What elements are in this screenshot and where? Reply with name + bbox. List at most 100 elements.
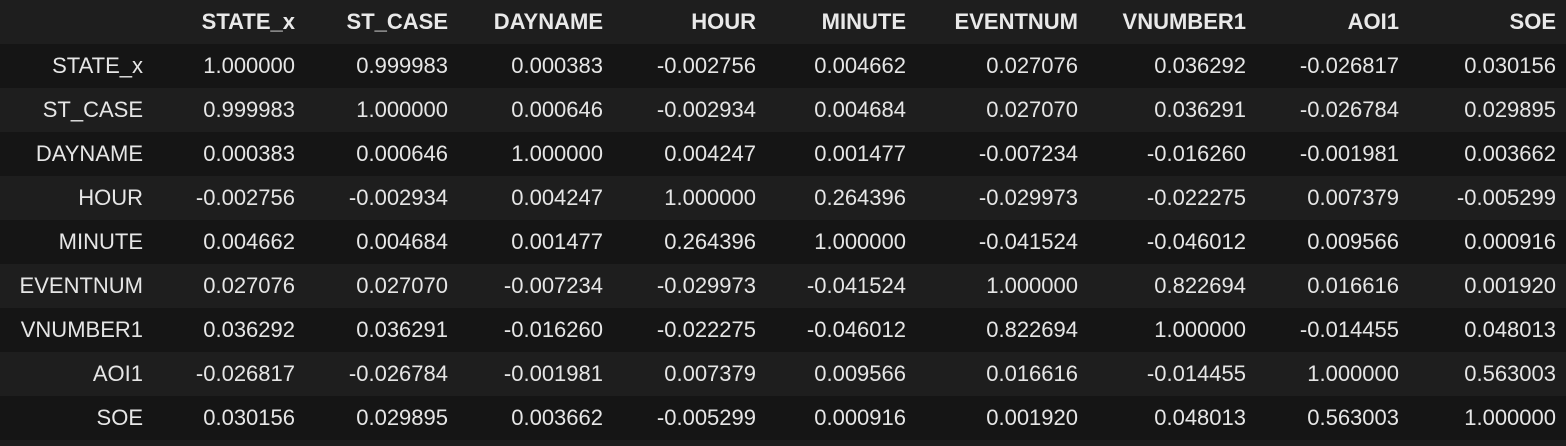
table-cell: 0.003662 [511,405,603,430]
table-cell: 0.048013 [1154,405,1246,430]
table-cell: 0.001920 [1464,273,1556,298]
table-row: DAYNAME 0.000383 0.000646 1.000000 0.004247 0… [0,132,1566,176]
table-cell: -0.029973 [656,273,756,298]
table-cell: -0.029973 [978,185,1078,210]
table-cell: -0.002934 [656,97,756,122]
table-cell: 0.264396 [664,229,756,254]
table-cell: -0.005299 [1456,185,1556,210]
column-header: HOUR [613,0,766,44]
table-cell: 0.000383 [203,141,295,166]
column-header: AOI1 [1256,0,1409,44]
table-cell: 0.001477 [511,229,603,254]
table-cell: -0.014455 [1299,317,1399,342]
table-cell: 0.027076 [203,273,295,298]
table-cell: 0.036291 [356,317,448,342]
table-row: HOUR -0.002756 -0.002934 0.004247 1.000000 0.… [0,176,1566,220]
row-label: SOE [96,405,143,430]
table-cell: 0.030156 [203,405,295,430]
table-cell: 0.029895 [356,405,448,430]
table-cell: 1.000000 [511,141,603,166]
table-cell: 0.004684 [814,97,906,122]
table-cell: 0.004247 [511,185,603,210]
table-cell: 0.264396 [814,185,906,210]
table-cell: -0.022275 [656,317,756,342]
table-cell: -0.026784 [348,361,448,386]
table-cell: 0.016616 [986,361,1078,386]
table-cell: -0.046012 [1146,229,1246,254]
table-cell: -0.022275 [1146,185,1246,210]
table-cell: 0.004662 [203,229,295,254]
table-cell: -0.007234 [503,273,603,298]
column-header: SOE [1409,0,1566,44]
table-cell: 1.000000 [986,273,1078,298]
table-cell: 0.001920 [986,405,1078,430]
table-cell: 0.036292 [1154,53,1246,78]
table-cell: -0.046012 [806,317,906,342]
table-cell: 0.027076 [986,53,1078,78]
table-cell: 0.563003 [1464,361,1556,386]
table-cell: 0.003662 [1464,141,1556,166]
table-cell: 0.563003 [1307,405,1399,430]
table-cell: 0.016616 [1307,273,1399,298]
row-label: AOI1 [92,361,143,386]
table-cell: 0.822694 [1154,273,1246,298]
row-label: HOUR [78,185,143,210]
table-cell: 0.027070 [356,273,448,298]
table-row: AOI1 -0.026817 -0.026784 -0.001981 0.007379 0… [0,352,1566,396]
table-cell: 1.000000 [1464,405,1556,430]
table-cell: 0.000646 [356,141,448,166]
table-cell: 0.004684 [356,229,448,254]
table-cell: 0.036292 [203,317,295,342]
column-header: DAYNAME [458,0,613,44]
table-cell: -0.026817 [195,361,295,386]
table-cell: -0.041524 [978,229,1078,254]
row-label: ST_CASE [42,97,143,122]
table-row: STATE_x 1.000000 0.999983 0.000383 -0.002756… [0,44,1566,88]
column-header: VNUMBER1 [1088,0,1256,44]
table-cell: -0.005299 [656,405,756,430]
table-cell: 0.004247 [664,141,756,166]
table-cell: 0.027070 [986,97,1078,122]
table-row: MINUTE 0.004662 0.004684 0.001477 0.264396 1.… [0,220,1566,264]
table-cell: -0.001981 [503,361,603,386]
column-header: ST_CASE [305,0,458,44]
table-cell: 1.000000 [1154,317,1246,342]
table-cell: 0.029895 [1464,97,1556,122]
header-row: STATE_x ST_CASE DAYNAME HOUR MINUTE EVENTNUM V… [0,0,1566,44]
table-row: SOE 0.030156 0.029895 0.003662 -0.005299 0.00… [0,396,1566,440]
table-cell: -0.016260 [503,317,603,342]
table-body: STATE_x 1.000000 0.999983 0.000383 -0.002756… [0,44,1566,440]
row-label: VNUMBER1 [20,317,143,342]
table-row: ST_CASE 0.999983 1.000000 0.000646 -0.002934… [0,88,1566,132]
column-header: STATE_x [153,0,305,44]
table-cell: 0.999983 [356,53,448,78]
table-cell: 1.000000 [814,229,906,254]
table-cell: 1.000000 [356,97,448,122]
column-header: MINUTE [766,0,916,44]
table-cell: -0.007234 [978,141,1078,166]
row-label: DAYNAME [35,141,143,166]
row-label: STATE_x [52,53,143,78]
table-cell: 0.009566 [814,361,906,386]
table-cell: -0.002756 [656,53,756,78]
table-header: STATE_x ST_CASE DAYNAME HOUR MINUTE EVENTNUM V… [0,0,1566,44]
table-cell: -0.001981 [1299,141,1399,166]
table-cell: 0.000916 [814,405,906,430]
table-cell: 0.030156 [1464,53,1556,78]
table-cell: 1.000000 [1307,361,1399,386]
table-cell: -0.014455 [1146,361,1246,386]
table-cell: 0.999983 [203,97,295,122]
table-cell: 0.000646 [511,97,603,122]
table-cell: 0.822694 [986,317,1078,342]
table-cell: -0.002756 [195,185,295,210]
table-cell: -0.041524 [806,273,906,298]
table-cell: 0.007379 [664,361,756,386]
table-cell: 0.000383 [511,53,603,78]
table-cell: 0.007379 [1307,185,1399,210]
table-cell: 0.000916 [1464,229,1556,254]
table-cell: -0.016260 [1146,141,1246,166]
column-header: EVENTNUM [916,0,1088,44]
table-cell: 0.001477 [814,141,906,166]
table-cell: -0.026817 [1299,53,1399,78]
